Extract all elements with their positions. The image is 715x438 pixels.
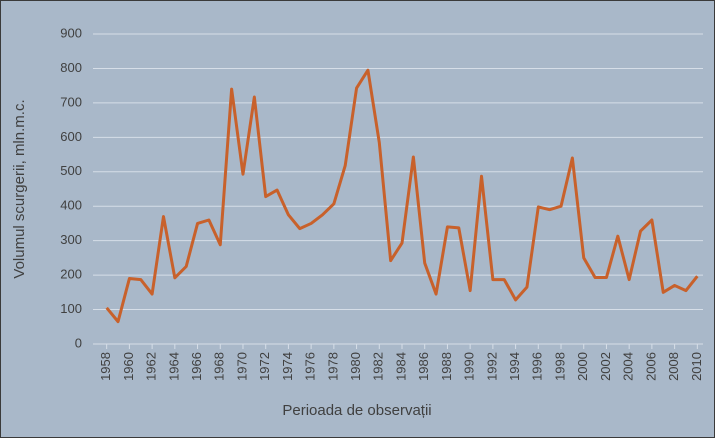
- y-tick-label: 400: [60, 198, 82, 213]
- x-tick-label: 1990: [462, 352, 477, 381]
- y-axis-title: Volumul scurgerii, mln.m.c.: [11, 99, 28, 278]
- x-tick-label: 1960: [121, 352, 136, 381]
- y-tick-label: 100: [60, 301, 82, 316]
- x-tick-label: 2004: [621, 352, 636, 381]
- x-tick-label: 1994: [507, 352, 522, 381]
- y-tick-label: 900: [60, 25, 82, 40]
- x-tick-label: 2006: [643, 352, 658, 381]
- x-tick-label: 1966: [189, 352, 204, 381]
- x-tick-label: 2008: [666, 352, 681, 381]
- y-tick-label: 800: [60, 60, 82, 75]
- x-tick-label: 1972: [257, 352, 272, 381]
- x-tick-label: 1962: [144, 352, 159, 381]
- x-tick-label: 1970: [234, 352, 249, 381]
- data-line: [105, 68, 699, 324]
- x-tick-label: 1974: [280, 352, 295, 381]
- y-tick-label: 0: [75, 335, 82, 350]
- x-tick-label: 1998: [552, 352, 567, 381]
- x-tick-label: 1984: [393, 352, 408, 381]
- x-axis-title: Perioada de observații: [282, 402, 431, 419]
- y-tick-label: 700: [60, 94, 82, 109]
- x-tick-label: 2002: [598, 352, 613, 381]
- x-tick-label: 1982: [371, 352, 386, 381]
- x-tick-label: 1996: [530, 352, 545, 381]
- x-tick-label: 1958: [98, 352, 113, 381]
- y-tick-label: 500: [60, 163, 82, 178]
- y-tick-label: 300: [60, 232, 82, 247]
- x-tick-label: 1978: [325, 352, 340, 381]
- x-tick-label: 2010: [689, 352, 704, 381]
- y-tick-label: 600: [60, 129, 82, 144]
- x-tick-label: 1968: [212, 352, 227, 381]
- x-tick-label: 1976: [303, 352, 318, 381]
- x-tick-label: 1988: [439, 352, 454, 381]
- x-tick-label: 1980: [348, 352, 363, 381]
- x-tick-label: 1964: [166, 352, 181, 381]
- x-tick-label: 1992: [484, 352, 499, 381]
- x-tick-label: 1986: [416, 352, 431, 381]
- y-tick-label: 200: [60, 267, 82, 282]
- x-tick-label: 2000: [575, 352, 590, 381]
